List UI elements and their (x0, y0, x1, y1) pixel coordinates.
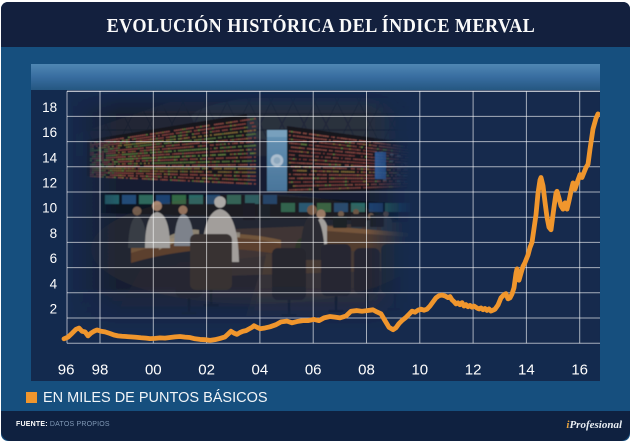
svg-text:12: 12 (465, 362, 482, 379)
svg-text:14: 14 (42, 150, 58, 165)
svg-text:02: 02 (198, 362, 215, 379)
svg-text:8: 8 (50, 226, 58, 241)
svg-text:16: 16 (42, 125, 57, 140)
svg-text:04: 04 (252, 362, 269, 379)
svg-text:10: 10 (411, 362, 428, 379)
svg-text:12: 12 (42, 176, 57, 191)
svg-text:14: 14 (518, 362, 535, 379)
svg-text:10: 10 (42, 201, 57, 216)
svg-text:98: 98 (92, 362, 109, 379)
svg-text:00: 00 (145, 362, 162, 379)
svg-text:06: 06 (305, 362, 322, 379)
svg-text:16: 16 (571, 362, 588, 379)
svg-text:96: 96 (58, 362, 75, 379)
svg-text:6: 6 (50, 251, 58, 266)
svg-text:4: 4 (50, 276, 58, 291)
svg-text:2: 2 (50, 302, 58, 317)
svg-text:18: 18 (42, 100, 57, 115)
svg-text:08: 08 (358, 362, 375, 379)
